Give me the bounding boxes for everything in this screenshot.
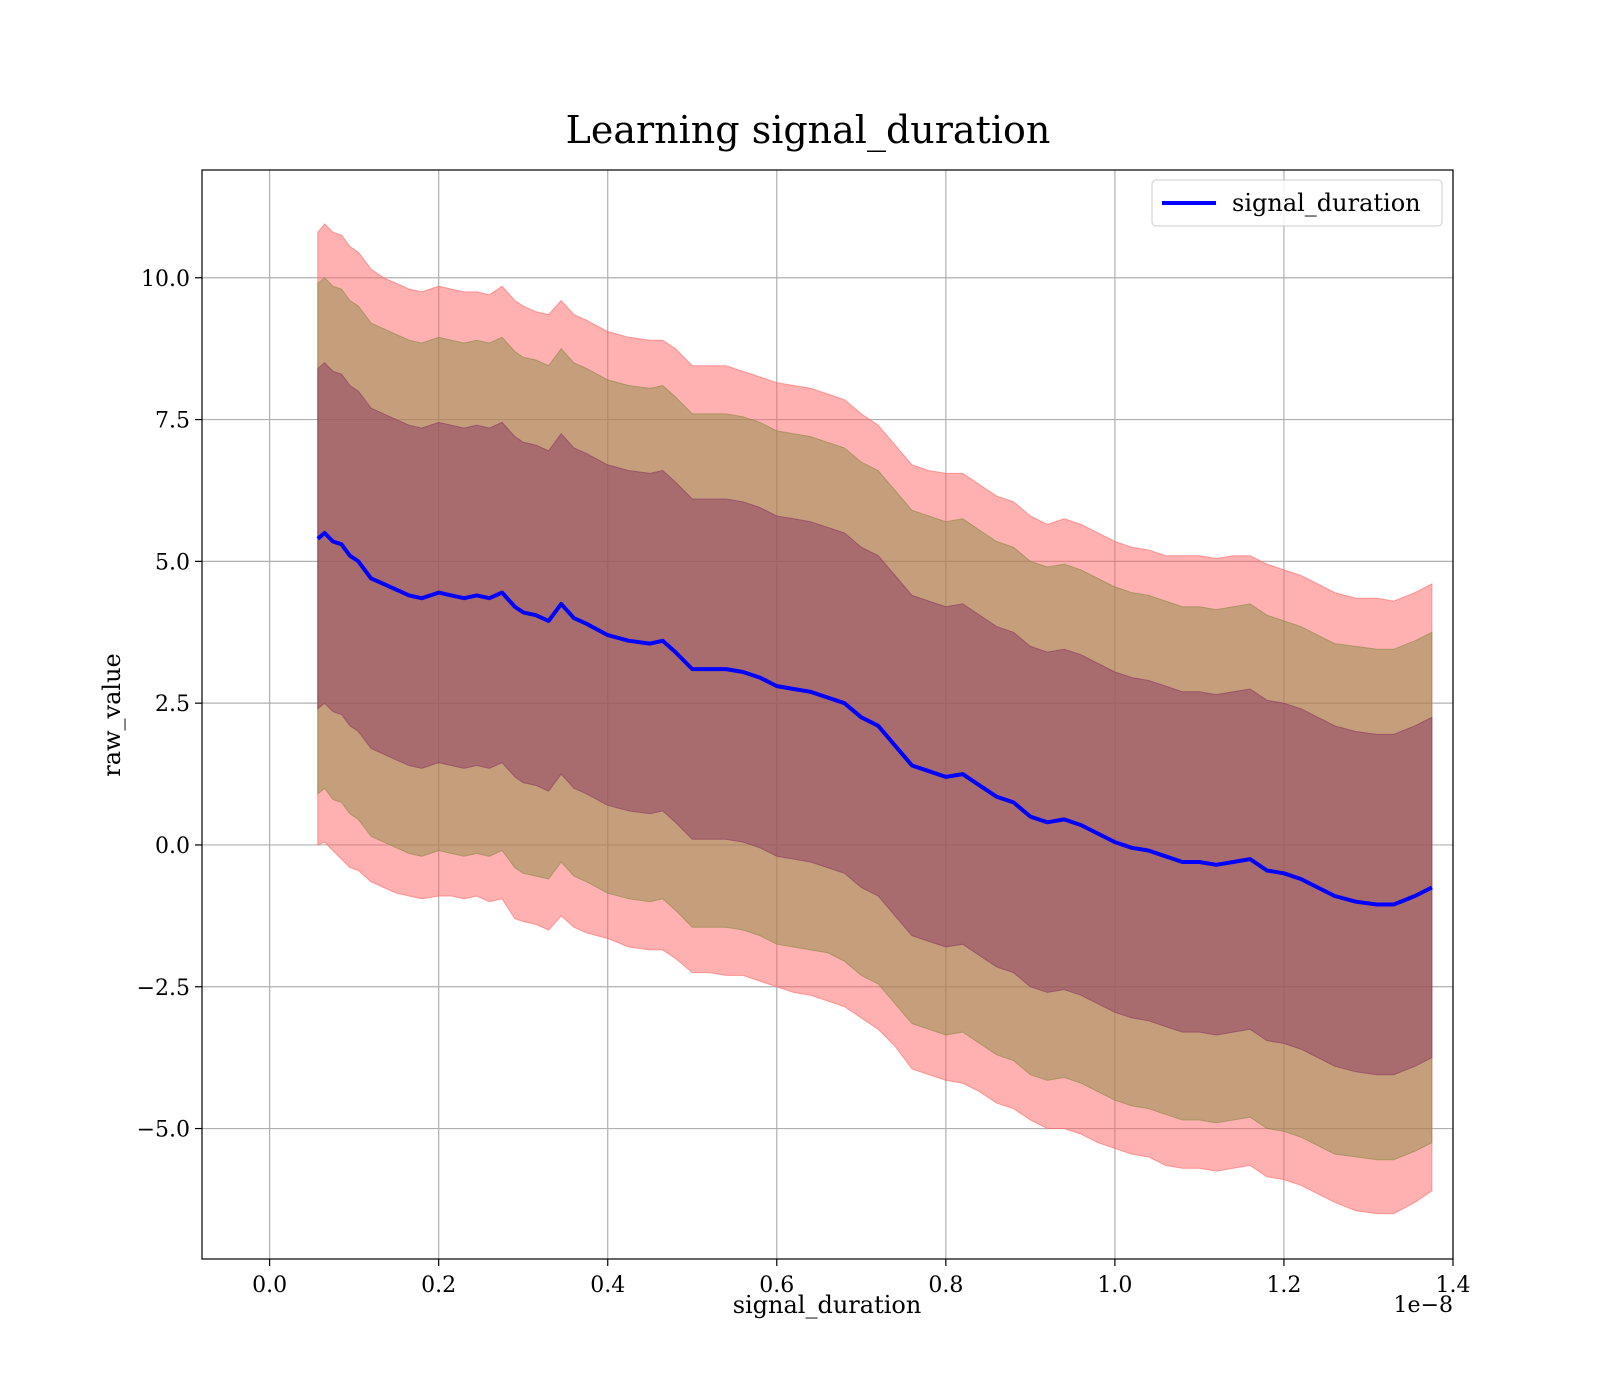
y-axis-ticks: −5.0 −2.5 0.0 2.5 5.0 7.5 10.0 [137, 267, 202, 1143]
band-inner [317, 362, 1433, 1076]
legend-box [1151, 179, 1443, 227]
chart-title: Learning signal_duration [566, 108, 1051, 153]
x-tick-label: 0.0 [252, 1273, 287, 1298]
y-tick-label: 10.0 [141, 267, 190, 292]
series-lines [316, 531, 1433, 907]
legend: signal_duration [1151, 179, 1443, 227]
y-tick-label: −2.5 [137, 976, 190, 1001]
series-line-signal_duration [316, 531, 1433, 907]
y-tick-label: 7.5 [155, 409, 190, 434]
x-axis-label: signal_duration [733, 1291, 922, 1319]
legend-label: signal_duration [1232, 189, 1421, 217]
x-tick-label: 1.4 [1436, 1273, 1471, 1298]
y-tick-label: 2.5 [155, 692, 190, 717]
confidence-bands [317, 223, 1433, 1215]
x-tick-label: 1.0 [1097, 1273, 1132, 1298]
x-axis-offset-label: 1e−8 [1394, 1293, 1453, 1318]
x-axis-ticks: 0.0 0.2 0.4 0.6 0.8 1.0 1.2 1.4 [252, 1259, 1471, 1298]
x-tick-label: 0.2 [421, 1273, 456, 1298]
y-tick-label: 5.0 [155, 550, 190, 575]
y-axis-label: raw_value [98, 653, 126, 777]
x-tick-label: 0.4 [590, 1273, 625, 1298]
y-tick-label: 0.0 [155, 834, 190, 859]
plot-frame [201, 169, 1454, 1260]
x-tick-label: 0.6 [759, 1273, 794, 1298]
y-tick-label: −5.0 [137, 1118, 190, 1143]
x-tick-label: 0.8 [928, 1273, 963, 1298]
x-tick-label: 1.2 [1266, 1273, 1301, 1298]
